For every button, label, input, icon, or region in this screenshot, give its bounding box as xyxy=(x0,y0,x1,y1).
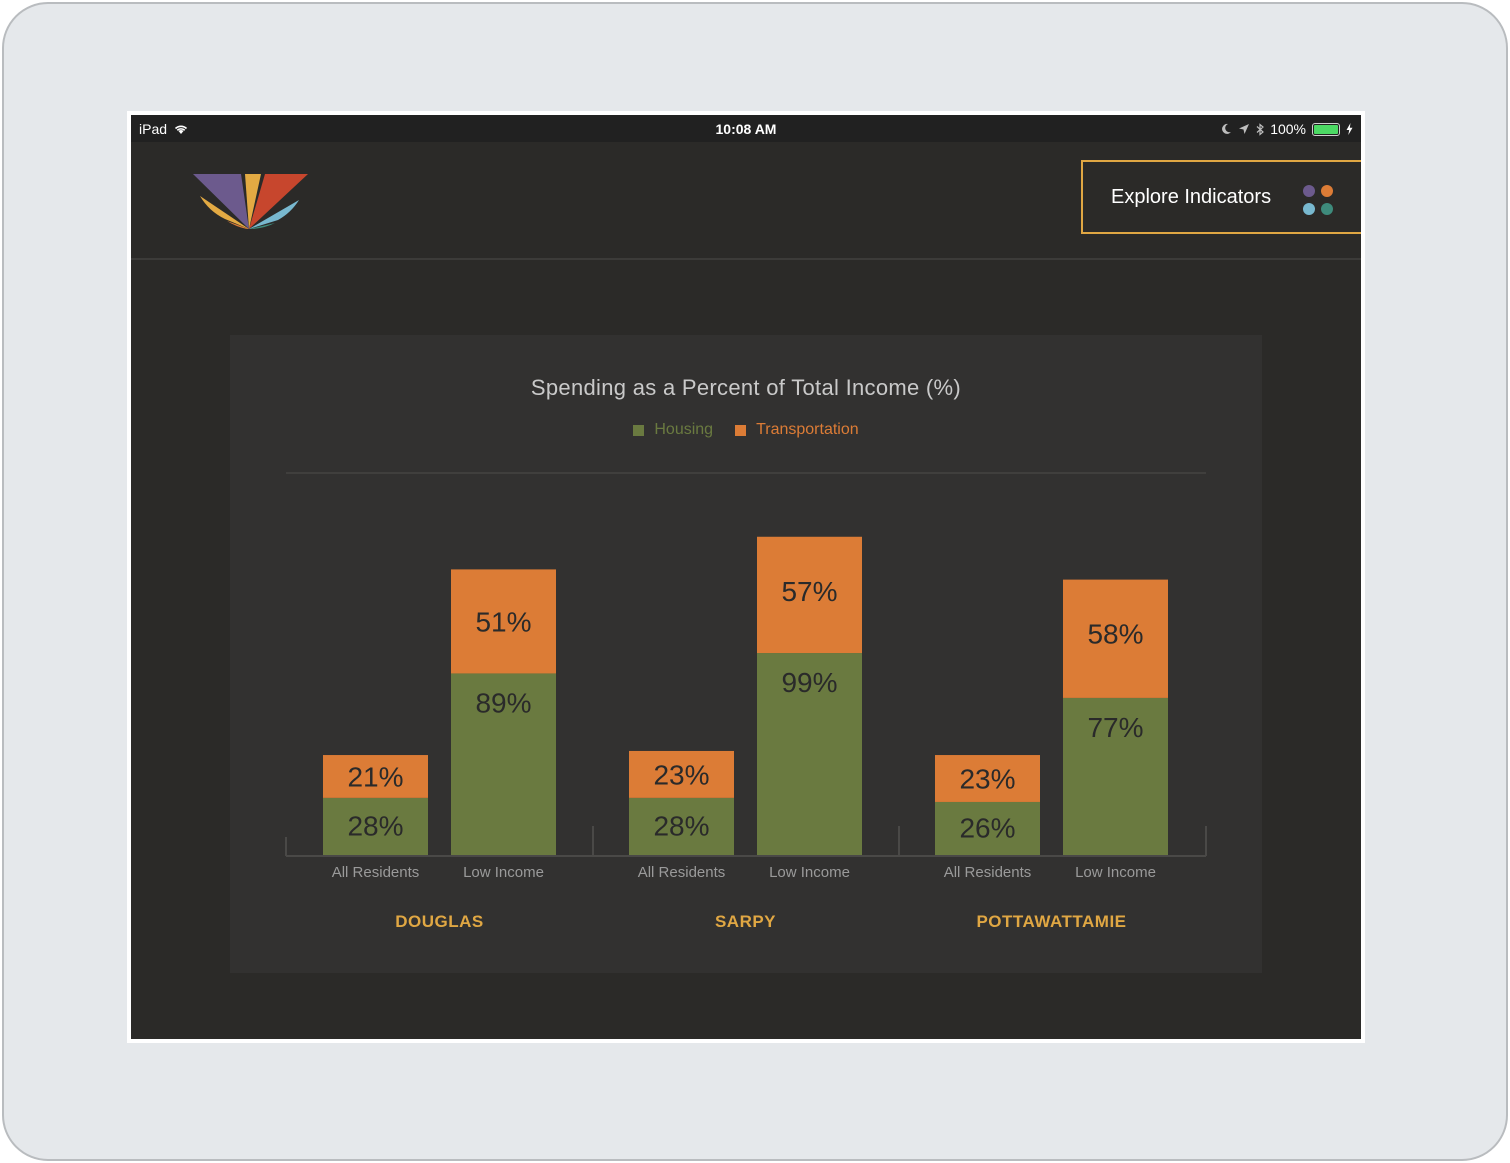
location-arrow-icon xyxy=(1239,124,1250,134)
data-label-housing: 99% xyxy=(781,667,837,698)
category-label: All Residents xyxy=(332,864,420,881)
legend-item-housing[interactable]: Housing xyxy=(633,421,713,439)
wifi-icon xyxy=(174,125,188,134)
category-label: Low Income xyxy=(1075,864,1156,881)
bar-segment-housing xyxy=(757,653,862,855)
battery-icon xyxy=(1312,122,1340,136)
stacked-bar-chart: 28% 21% All Residents 89% 51% Low Income DOUGL… xyxy=(285,472,1207,931)
data-label-housing: 28% xyxy=(347,810,403,841)
data-label-transportation: 51% xyxy=(475,606,531,637)
charging-bolt-icon xyxy=(1346,123,1353,135)
data-label-transportation: 23% xyxy=(959,764,1015,795)
bluetooth-icon xyxy=(1256,122,1265,136)
category-label: Low Income xyxy=(463,864,544,881)
logo-fan-icon[interactable] xyxy=(191,170,311,230)
status-right: 100% xyxy=(1221,121,1353,137)
status-bar: iPad 10:08 AM 100% xyxy=(131,115,1361,142)
device-name: iPad xyxy=(139,121,168,137)
category-label: All Residents xyxy=(638,864,726,881)
status-time: 10:08 AM xyxy=(715,121,777,137)
legend-item-transportation[interactable]: Transportation xyxy=(735,421,859,439)
data-label-transportation: 21% xyxy=(347,761,403,792)
category-label: Low Income xyxy=(769,864,850,881)
bar-segment-transportation xyxy=(757,536,862,654)
legend-label-transportation: Transportation xyxy=(756,421,859,438)
data-label-housing: 77% xyxy=(1087,712,1143,743)
bar-segment-transportation xyxy=(629,750,734,798)
data-label-housing: 28% xyxy=(653,810,709,841)
bar-segment-transportation xyxy=(451,569,556,674)
county-label: DOUGLAS xyxy=(395,912,484,931)
bar-segment-transportation xyxy=(323,755,428,798)
bar-segment-housing xyxy=(323,797,428,855)
data-label-transportation: 57% xyxy=(781,576,837,607)
status-left: iPad xyxy=(139,121,189,137)
chart-title: Spending as a Percent of Total Income (%… xyxy=(530,375,962,400)
category-label: All Residents xyxy=(944,864,1032,881)
bar-segment-housing xyxy=(451,673,556,855)
bar-segment-housing xyxy=(935,801,1040,855)
legend-swatch-housing xyxy=(633,424,645,436)
dots-grid-icon xyxy=(1303,185,1335,217)
app-header: Explore Indicators xyxy=(131,142,1361,260)
bar-segment-housing xyxy=(1063,697,1168,855)
legend-label-housing: Housing xyxy=(654,421,714,438)
county-label: SARPY xyxy=(715,912,776,931)
bar-segment-housing xyxy=(629,797,734,855)
chart-legend: Housing Transportation xyxy=(230,421,1262,439)
explore-indicators-button[interactable]: Explore Indicators xyxy=(1081,160,1361,234)
data-label-housing: 89% xyxy=(475,687,531,718)
bar-segment-transportation xyxy=(1063,579,1168,698)
moon-icon xyxy=(1222,123,1232,134)
data-label-transportation: 23% xyxy=(653,759,709,790)
battery-percent: 100% xyxy=(1270,121,1306,137)
bar-segment-transportation xyxy=(935,755,1040,802)
legend-swatch-transportation xyxy=(735,424,747,436)
app-screen: iPad 10:08 AM 100% xyxy=(131,115,1361,1039)
data-label-transportation: 58% xyxy=(1087,619,1143,650)
county-label: POTTAWATTAMIE xyxy=(976,912,1126,931)
chart-card: Spending as a Percent of Total Income (%… xyxy=(230,335,1262,973)
explore-indicators-label: Explore Indicators xyxy=(1111,185,1272,208)
data-label-housing: 26% xyxy=(959,812,1015,843)
